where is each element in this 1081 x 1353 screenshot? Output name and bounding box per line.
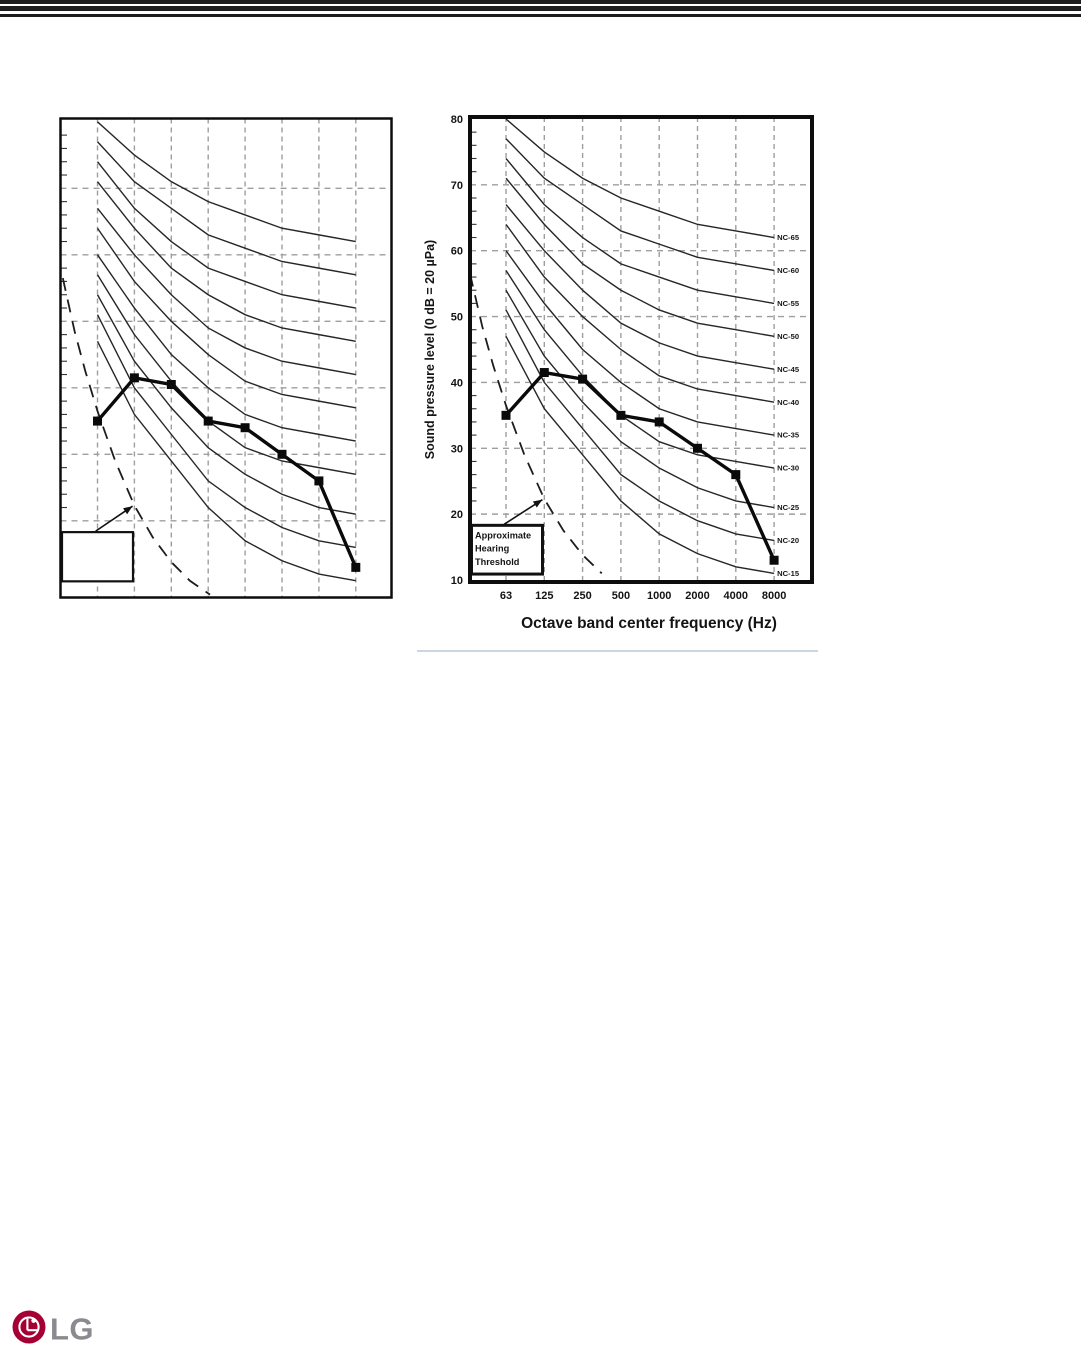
y-tick-label: 20: [451, 509, 463, 521]
x-tick-label: 8000: [762, 590, 786, 602]
plot-border: [59, 117, 393, 599]
measured-marker: [654, 417, 664, 427]
measured-marker: [203, 416, 213, 426]
lg-logo: LG: [12, 1310, 94, 1347]
y-tick-label: 80: [451, 114, 463, 126]
top-divider-bars: [0, 0, 1081, 17]
annotation-box: [60, 531, 135, 583]
measured-line: [96, 376, 358, 569]
measured-marker: [769, 555, 779, 565]
nc-curve: [505, 177, 775, 338]
plot-border: [468, 115, 814, 584]
nc-curve-label: NC-20: [777, 536, 799, 545]
y-tick-label: 30: [451, 443, 463, 455]
measured-marker: [539, 368, 549, 378]
nc-curve-label: NC-65: [777, 233, 800, 242]
nc-curve-label: NC-55: [777, 299, 800, 308]
y-tick-label: 70: [451, 180, 463, 192]
nc-curve: [96, 227, 356, 409]
nc-curve: [96, 181, 356, 342]
annotation-text-line: Threshold: [475, 557, 519, 567]
nc-curves: [505, 118, 775, 575]
nc-curve: [505, 204, 775, 370]
x-tick-label: 2000: [685, 590, 709, 602]
nc-curve: [505, 335, 775, 575]
nc-curve: [96, 141, 356, 276]
x-tick-label: 500: [612, 590, 630, 602]
nc-curve: [505, 138, 775, 272]
x-tick-label: 125: [535, 590, 553, 602]
nc-curve-label: NC-25: [777, 503, 800, 512]
nc-curve: [505, 270, 775, 469]
nc-curve: [96, 274, 356, 475]
nc-curve: [96, 161, 356, 309]
nc-curves: [96, 121, 356, 582]
measured-marker: [351, 562, 361, 572]
nc-curve: [505, 158, 775, 305]
x-tick-label: 4000: [724, 590, 748, 602]
measured-marker: [129, 373, 139, 383]
nc-chart-labeled: NC-65 NC-60 NC-55 NC-50 NC-45 NC-40 NC-35 NC-30…: [423, 114, 814, 632]
measured-marker: [277, 449, 287, 459]
annotation-arrowhead: [123, 506, 133, 515]
lg-logo-text: LG: [50, 1312, 94, 1347]
x-tick-label: 250: [573, 590, 591, 602]
measured-marker: [578, 374, 588, 384]
annotation-text-line: Approximate: [475, 530, 531, 540]
hearing-threshold-curve: [469, 273, 603, 575]
lg-symbol-icon: [12, 1310, 46, 1344]
measured-marker: [616, 410, 626, 420]
measured-marker: [166, 380, 176, 389]
nc-curve: [505, 223, 775, 403]
measured-marker: [731, 470, 741, 480]
y-tick-label: 40: [451, 377, 463, 389]
measured-series: [501, 368, 779, 565]
nc-curve-label: NC-45: [777, 365, 800, 374]
nc-curve-label: NC-50: [777, 332, 799, 341]
nc-curve: [505, 289, 775, 509]
nc-curve: [505, 118, 775, 239]
nc-curve-label: NC-35: [777, 431, 800, 440]
measured-marker: [501, 410, 511, 420]
measured-marker: [240, 423, 250, 433]
x-tick-label: 63: [500, 590, 512, 602]
measured-marker: [314, 476, 324, 486]
y-tick-label: 50: [451, 312, 463, 324]
measured-marker: [93, 416, 102, 426]
nc-chart-unlabeled: [59, 117, 393, 599]
nc-curve: [96, 207, 356, 376]
nc-curve-label: NC-40: [777, 398, 799, 407]
hearing-threshold-annotation: [60, 505, 135, 583]
y-axis-title: Sound pressure level (0 dB = 20 µPa): [423, 240, 437, 459]
x-tick-label: 1000: [647, 590, 671, 602]
measured-series: [93, 373, 361, 572]
measured-marker: [693, 443, 702, 453]
x-axis-title: Octave band center frequency (Hz): [521, 615, 777, 632]
nc-curve-label: NC-60: [777, 266, 799, 275]
nc-curve: [96, 314, 356, 549]
measured-line: [504, 370, 776, 561]
nc-curve-label: NC-30: [777, 464, 799, 473]
hearing-threshold-curve: [61, 277, 211, 596]
nc-curve: [505, 309, 775, 542]
hearing-threshold-annotation: Approximate Hearing Threshold: [470, 498, 544, 576]
y-tick-label: 60: [451, 246, 463, 258]
nc-curve-label: NC-15: [777, 569, 800, 578]
nc-curve: [96, 340, 356, 582]
grid: [470, 117, 812, 582]
annotation-text-line: Hearing: [475, 544, 509, 554]
nc-curve: [97, 121, 356, 243]
annotation-arrowhead: [532, 499, 543, 508]
annotation-box: [470, 523, 544, 576]
nc-curve: [96, 254, 356, 442]
grid: [60, 118, 392, 598]
section-divider-line: [417, 650, 818, 652]
nc-curve: [505, 250, 775, 436]
y-tick-label: 10: [451, 575, 463, 587]
nc-curve: [96, 294, 356, 515]
